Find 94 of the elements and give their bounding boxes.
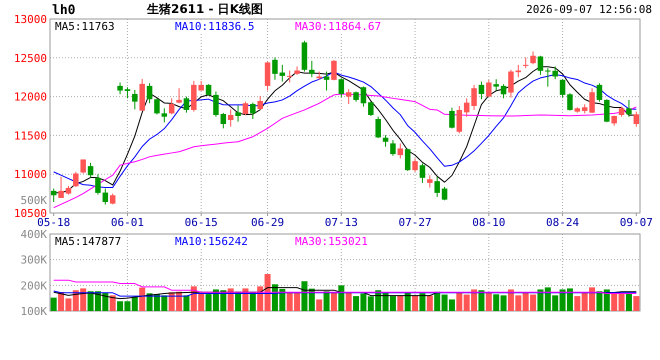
candlestick (449, 107, 455, 129)
candlestick (464, 98, 470, 118)
candlestick (368, 101, 374, 116)
y-tick-label: 12500 (14, 52, 47, 65)
candlestick (154, 98, 160, 115)
candlestick (102, 188, 108, 206)
x-tick-label: 05-18 (37, 216, 70, 229)
text: MA30:11864.67 (295, 20, 382, 33)
candlestick (184, 96, 190, 114)
candlestick (95, 174, 101, 196)
candlestick (611, 115, 617, 126)
x-tick-label: 06-29 (251, 216, 284, 229)
candlestick (280, 64, 286, 82)
line-series (53, 280, 637, 294)
y-tick-label: 12000 (14, 90, 47, 104)
candlestick (88, 162, 94, 178)
chart-title: 生猪2611 - 日K线图 (146, 2, 264, 16)
candlestick (346, 88, 352, 104)
candlestick (456, 105, 462, 134)
candlestick (545, 68, 551, 88)
y-tick-label: 300K (20, 254, 48, 267)
candlestick (375, 116, 381, 139)
candlestick (242, 101, 248, 116)
candlestick (604, 98, 610, 123)
candlestick (508, 69, 514, 98)
candlestick (382, 134, 388, 148)
candlestick (478, 81, 484, 100)
candlestick (168, 98, 174, 115)
x-tick-label: 06-01 (110, 216, 144, 229)
text: MA30:153021 (295, 235, 368, 248)
candlestick (427, 174, 433, 188)
candlestick (471, 84, 477, 110)
candlestick (398, 142, 404, 159)
candlestick (434, 176, 440, 198)
candlestick (206, 84, 212, 96)
candlestick (522, 56, 528, 69)
y-tick-label: 13000 (14, 13, 47, 26)
candlestick (420, 162, 426, 184)
text: MA10:156242 (175, 235, 248, 248)
y-tick-label: 200K (20, 279, 48, 292)
candlestick (146, 82, 152, 104)
x-tick-label: 09-07 (620, 216, 653, 229)
candlestick (257, 95, 263, 110)
candlestick (220, 112, 226, 129)
candlestick (634, 111, 640, 128)
candlestick (80, 158, 86, 174)
text: 500K (20, 194, 48, 207)
candlestick (162, 108, 168, 123)
candlestick (589, 88, 595, 114)
candlestick (500, 84, 506, 99)
x-tick-label: 07-27 (398, 216, 432, 229)
y-tick-label: 11500 (14, 129, 47, 142)
candlestick (538, 55, 544, 76)
candlestick (309, 60, 315, 78)
candlestick (516, 64, 522, 78)
candlestick (626, 99, 632, 118)
candlestick (412, 158, 418, 172)
candlestick (228, 108, 234, 128)
candlestick (50, 188, 56, 202)
y-tick-label: 400K (20, 228, 48, 241)
candlestick (390, 140, 396, 156)
candlestick (442, 186, 448, 201)
candlestick (110, 193, 116, 205)
text: MA5:147877 (55, 235, 122, 248)
y-tick-label: 100K (20, 305, 48, 318)
candlestick (486, 79, 492, 98)
candlestick (250, 102, 256, 120)
candlestick (264, 61, 270, 92)
candlestick (552, 66, 558, 80)
candlestick (338, 78, 344, 98)
y-tick-label: 11000 (14, 168, 47, 182)
candlestick (235, 105, 241, 122)
candlestick (582, 104, 588, 114)
text: MA5:11763 (55, 20, 115, 33)
text: 2026-09-07 12:56:08 (526, 3, 652, 16)
candlestick (404, 148, 410, 172)
candlestick (331, 60, 337, 81)
candlestick (272, 56, 278, 80)
x-tick-label: 07-13 (324, 216, 358, 229)
x-tick-label: 08-24 (546, 216, 580, 229)
candlestick (596, 82, 602, 102)
candlestick (213, 91, 219, 118)
candlestick (618, 106, 624, 118)
text: lh0 (52, 3, 76, 18)
candlestick (286, 70, 292, 84)
text: MA10:11836.5 (175, 20, 254, 33)
candlestick (132, 89, 138, 110)
candlestick (493, 78, 499, 92)
x-tick-label: 08-10 (472, 216, 506, 229)
candlestick (530, 50, 536, 65)
candlestick (73, 171, 79, 188)
candlestick (324, 71, 330, 92)
x-tick-label: 06-15 (184, 216, 218, 229)
candlestick (176, 88, 182, 104)
